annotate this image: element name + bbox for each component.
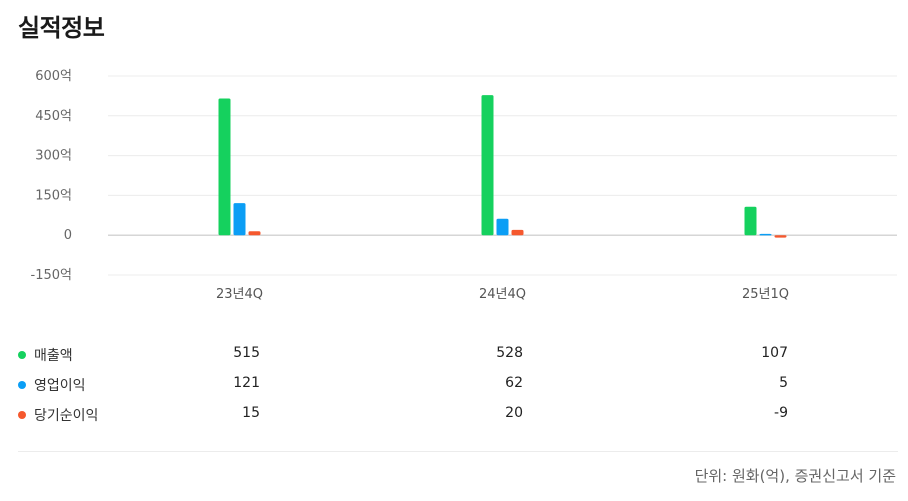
value-sales-24q4: 528 — [496, 345, 523, 361]
row-label-sales: 매출액 — [34, 348, 73, 364]
table-row: 당기순이익 15 20 -9 — [18, 401, 898, 431]
section-title: 실적정보 — [18, 14, 105, 42]
y-tick-label: -150억 — [31, 268, 72, 283]
table-row: 매출액 515 528 107 — [18, 341, 898, 371]
bar-sales — [218, 98, 231, 236]
x-tick-label: 24년4Q — [479, 287, 526, 302]
value-net-25q1: -9 — [774, 405, 788, 421]
bar-net-income — [774, 235, 787, 238]
bar-net-income — [511, 229, 524, 236]
value-net-24q4: 20 — [505, 405, 523, 421]
divider — [18, 451, 898, 452]
value-op-24q4: 62 — [505, 375, 523, 391]
unit-note: 단위: 원화(억), 증권신고서 기준 — [694, 467, 896, 485]
y-tick-label: 450억 — [35, 109, 72, 124]
performance-bar-chart: 600억 450억 300억 150억 0 -150억 23년4Q 24년4Q 25년1Q — [31, 69, 897, 302]
value-op-23q4: 121 — [233, 375, 260, 391]
value-op-25q1: 5 — [779, 375, 788, 391]
legend-dot-operating-profit — [18, 381, 26, 389]
value-sales-25q1: 107 — [761, 345, 788, 361]
x-tick-label: 23년4Q — [216, 287, 263, 302]
legend-dot-sales — [18, 351, 26, 359]
bar-sales — [744, 206, 757, 236]
value-sales-23q4: 515 — [233, 345, 260, 361]
value-net-23q4: 15 — [242, 405, 260, 421]
bar-operating-profit — [759, 233, 772, 236]
row-label-operating-profit: 영업이익 — [34, 378, 86, 394]
y-tick-label: 150억 — [35, 188, 72, 203]
row-label-net-income: 당기순이익 — [34, 408, 99, 424]
legend-dot-net-income — [18, 411, 26, 419]
bar-net-income — [248, 231, 261, 236]
bar-operating-profit — [496, 218, 509, 236]
y-tick-label: 0 — [64, 228, 72, 243]
table-row: 영업이익 121 62 5 — [18, 371, 898, 401]
bar-operating-profit — [233, 203, 246, 236]
y-tick-label: 600억 — [35, 69, 72, 84]
y-tick-label: 300억 — [35, 149, 72, 164]
bar-sales — [481, 95, 494, 236]
x-tick-label: 25년1Q — [742, 287, 789, 302]
